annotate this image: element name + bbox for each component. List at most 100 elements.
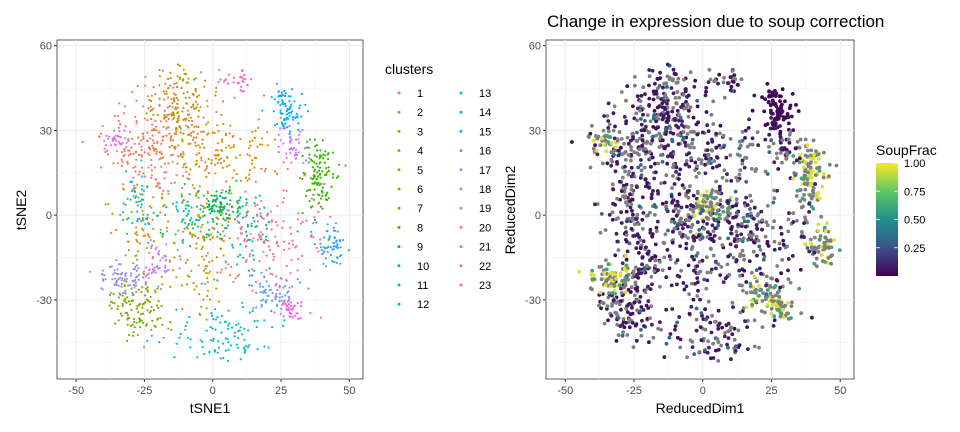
point-cluster-23	[274, 235, 277, 238]
point-cluster-6	[173, 100, 176, 103]
point-cluster-12	[241, 301, 244, 304]
point-cluster-7	[116, 307, 119, 310]
point-cluster-5	[166, 230, 169, 233]
point-cluster-6	[170, 135, 173, 138]
point-cluster-1	[163, 109, 166, 112]
point-soupfrac	[620, 175, 625, 180]
point-cluster-17	[100, 273, 103, 276]
point-cluster-4	[119, 213, 122, 216]
point-soupfrac	[771, 200, 776, 205]
colorbar-tick-label: 0.75	[904, 186, 925, 198]
point-cluster-17	[108, 265, 112, 269]
point-cluster-23	[288, 286, 291, 289]
point-soupfrac	[781, 242, 786, 247]
point-soupfrac	[673, 327, 677, 332]
point-cluster-12	[211, 327, 214, 330]
point-soupfrac	[820, 184, 825, 189]
point-cluster-23	[257, 233, 260, 236]
point-cluster-14	[298, 107, 301, 110]
point-soupfrac	[686, 125, 691, 129]
point-soupfrac	[707, 67, 712, 72]
point-soupfrac	[606, 134, 611, 139]
point-cluster-16	[286, 291, 289, 294]
point-soupfrac	[595, 152, 600, 157]
point-soupfrac	[678, 167, 683, 172]
point-cluster-2	[218, 68, 221, 71]
point-soupfrac	[813, 173, 818, 177]
point-cluster-12	[200, 282, 203, 285]
x-tick-label: -25	[136, 385, 152, 397]
point-cluster-7	[127, 300, 130, 303]
point-soupfrac	[733, 189, 738, 194]
point-cluster-2	[146, 131, 149, 134]
point-cluster-8	[301, 154, 304, 157]
point-cluster-23	[277, 151, 280, 154]
point-cluster-8	[311, 182, 314, 185]
point-soupfrac	[722, 95, 727, 100]
point-cluster-14	[281, 94, 285, 97]
point-cluster-1	[123, 149, 126, 152]
point-cluster-9	[227, 217, 230, 220]
point-soupfrac	[741, 288, 745, 293]
point-cluster-5	[193, 187, 196, 190]
point-cluster-13	[122, 202, 125, 205]
point-cluster-21	[281, 303, 284, 306]
point-cluster-8	[337, 175, 340, 178]
point-soupfrac	[807, 249, 812, 254]
point-cluster-13	[129, 198, 132, 201]
point-cluster-23	[323, 182, 326, 186]
point-cluster-8	[322, 157, 325, 160]
point-cluster-17	[120, 279, 123, 282]
point-cluster-3	[228, 203, 231, 206]
point-soupfrac	[694, 306, 699, 311]
point-cluster-10	[249, 238, 252, 241]
point-cluster-7	[125, 339, 129, 342]
point-cluster-7	[136, 305, 139, 308]
point-cluster-12	[233, 335, 236, 338]
point-cluster-17	[113, 269, 116, 272]
point-soupfrac	[650, 138, 655, 143]
point-soupfrac	[739, 77, 744, 82]
point-cluster-10	[247, 269, 250, 272]
point-cluster-16	[263, 275, 266, 278]
point-soupfrac	[643, 119, 647, 123]
point-cluster-5	[200, 248, 203, 251]
point-soupfrac	[783, 99, 787, 104]
point-cluster-22	[227, 73, 231, 76]
point-cluster-18	[165, 269, 168, 272]
point-soupfrac	[716, 308, 721, 313]
point-cluster-4	[160, 275, 163, 278]
point-soupfrac	[652, 113, 656, 117]
point-soupfrac	[641, 239, 646, 244]
point-cluster-4	[135, 231, 138, 234]
point-cluster-23	[236, 215, 239, 219]
point-soupfrac	[740, 221, 744, 226]
legend-key-7	[397, 206, 401, 210]
point-soupfrac	[759, 209, 764, 214]
point-cluster-23	[240, 228, 243, 231]
point-soupfrac	[682, 106, 686, 111]
point-cluster-14	[286, 113, 289, 116]
point-soupfrac	[718, 131, 722, 136]
legend-key-6	[397, 187, 401, 191]
point-cluster-23	[274, 284, 277, 287]
point-cluster-23	[272, 252, 275, 256]
point-cluster-14	[288, 130, 291, 133]
point-soupfrac	[647, 150, 652, 155]
point-cluster-6	[181, 110, 184, 113]
point-cluster-5	[201, 223, 204, 226]
point-soupfrac	[777, 289, 781, 294]
point-cluster-23	[259, 212, 262, 215]
point-soupfrac	[662, 255, 667, 260]
point-cluster-17	[123, 278, 126, 281]
point-cluster-3	[167, 162, 170, 165]
point-soupfrac	[606, 101, 611, 106]
point-cluster-4	[136, 240, 139, 243]
point-cluster-23	[317, 210, 320, 213]
point-cluster-4	[159, 228, 162, 231]
point-soupfrac	[720, 243, 725, 247]
point-soupfrac	[650, 282, 654, 287]
point-cluster-8	[316, 183, 319, 186]
point-cluster-23	[254, 180, 257, 183]
point-cluster-3	[204, 169, 207, 172]
